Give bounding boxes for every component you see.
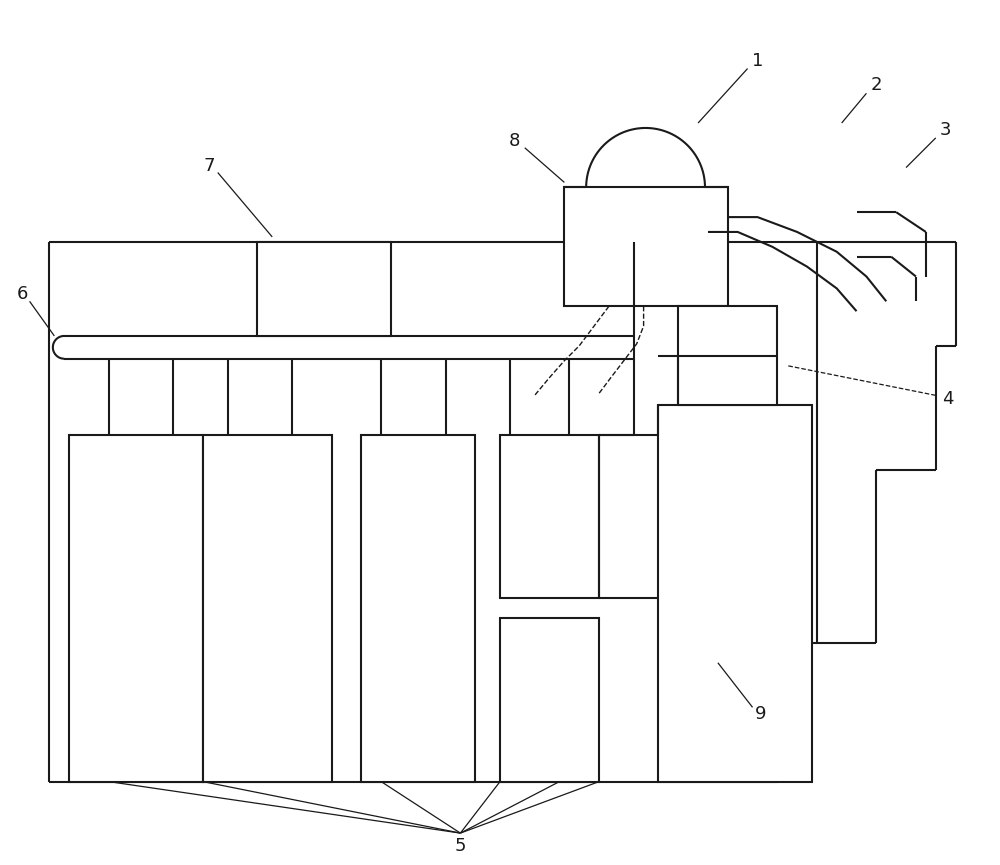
Text: 6: 6 [17,285,28,304]
Bar [69,435,203,782]
Text: 7: 7 [203,157,215,175]
Bar [500,618,599,782]
Bar [678,306,777,406]
Bar [500,435,599,599]
Text: 2: 2 [871,76,882,94]
Text: 9: 9 [755,705,766,723]
Bar [658,406,812,782]
Text: 8: 8 [509,131,521,150]
Text: 3: 3 [940,121,951,139]
Bar [257,242,391,336]
Bar [361,435,475,782]
Text: 4: 4 [942,390,953,408]
Text: 1: 1 [752,52,763,69]
Bar [564,188,728,306]
Bar [203,435,332,782]
Text: 5: 5 [455,837,466,855]
